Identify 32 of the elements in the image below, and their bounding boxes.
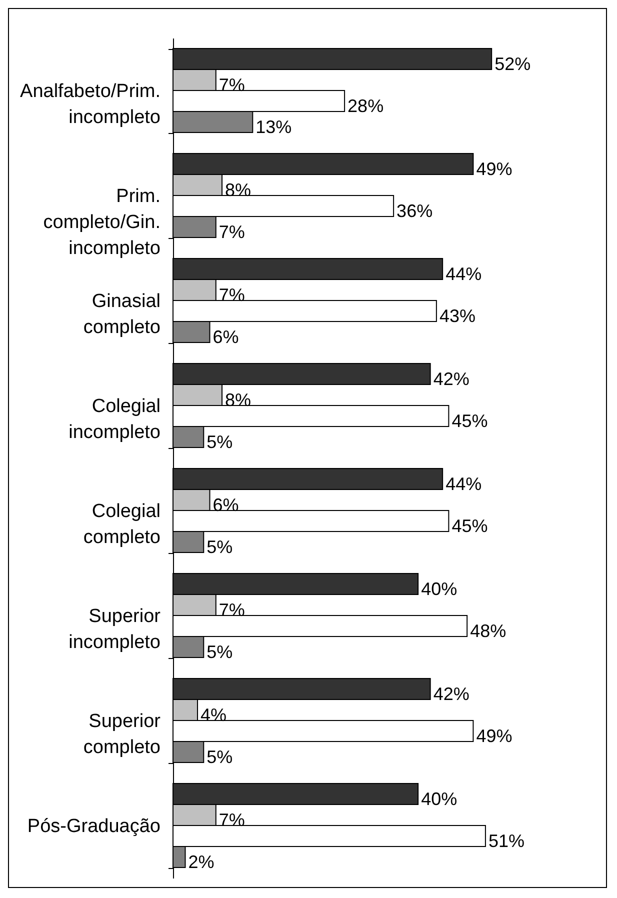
- data-label: 5%: [206, 537, 233, 557]
- data-label: 40%: [421, 579, 458, 599]
- y-tick-label: Superior incompleto: [68, 606, 162, 653]
- data-label: 7%: [218, 222, 245, 242]
- data-label: 28%: [348, 96, 384, 116]
- data-label: 2%: [188, 852, 214, 872]
- data-label: 52%: [494, 54, 531, 74]
- data-label: 40%: [421, 789, 458, 809]
- data-label: 45%: [452, 411, 488, 431]
- y-tick-label: Colegial completo: [83, 501, 160, 548]
- y-tick-label: Pós-Graduação: [27, 816, 160, 837]
- data-label: 44%: [446, 474, 482, 494]
- data-label: 45%: [452, 516, 488, 536]
- y-tick-label: Ginasial completo: [83, 291, 160, 338]
- data-label: 42%: [433, 684, 470, 704]
- y-tick-label: Analfabeto/Prim. incompleto: [20, 81, 160, 128]
- y-tick-label: Superior completo: [83, 711, 162, 758]
- data-label: 5%: [206, 642, 233, 662]
- data-label: 42%: [433, 369, 470, 389]
- data-label: 51%: [488, 831, 524, 851]
- data-label: 5%: [206, 747, 233, 767]
- data-label: 49%: [476, 726, 512, 746]
- data-label: 36%: [396, 201, 433, 221]
- data-label: 5%: [206, 432, 233, 452]
- y-tick-label: Colegial incompleto: [68, 396, 160, 443]
- data-label: 49%: [476, 159, 512, 179]
- data-label: 43%: [439, 306, 476, 326]
- data-label: 48%: [470, 621, 506, 641]
- data-label: 13%: [256, 117, 292, 137]
- y-tick-label: Prim. completo/Gin. incompleto: [43, 186, 160, 259]
- data-label: 6%: [212, 327, 239, 347]
- data-label: 44%: [446, 264, 482, 284]
